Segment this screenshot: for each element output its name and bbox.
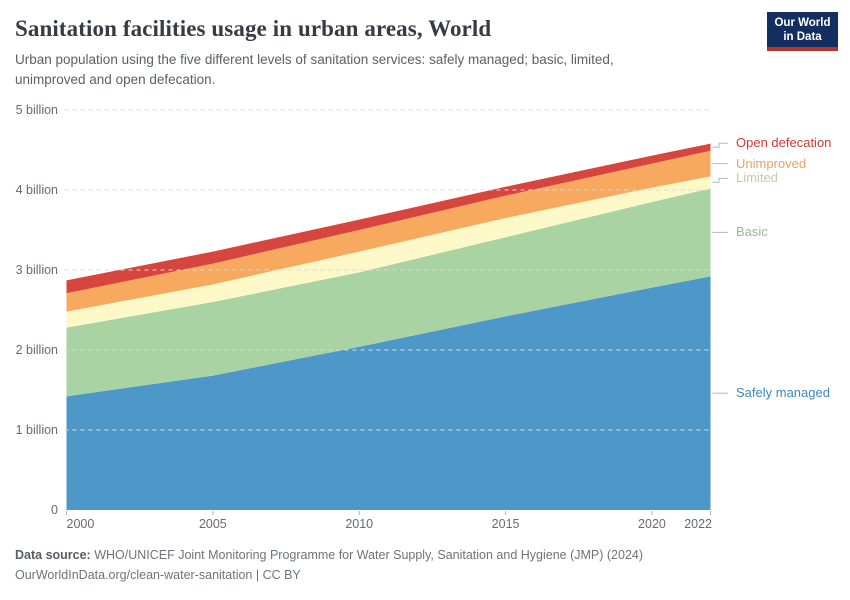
legend-connector-limited <box>712 177 728 183</box>
owid-logo-line2: in Data <box>783 31 822 43</box>
legend-label-basic[interactable]: Basic <box>736 224 768 240</box>
y-axis-label-5-billion: 5 billion <box>15 103 58 117</box>
y-axis-label-1-billion: 1 billion <box>15 423 58 437</box>
footer-source-text: WHO/UNICEF Joint Monitoring Programme fo… <box>90 548 644 562</box>
x-axis-label-2005: 2005 <box>198 517 227 531</box>
footer-link: OurWorldInData.org/clean-water-sanitatio… <box>15 568 301 582</box>
footer-source-label: Data source: <box>15 548 91 562</box>
y-axis-label-2-billion: 2 billion <box>15 343 58 357</box>
chart-subtitle-line1: Urban population using the five differen… <box>15 52 614 67</box>
footer-source: Data source: WHO/UNICEF Joint Monitoring… <box>15 547 835 564</box>
legend-label-unimproved[interactable]: Unimproved <box>736 155 807 171</box>
area-unimproved[interactable] <box>66 150 711 312</box>
y-axis-label-3-billion: 3 billion <box>15 263 58 277</box>
area-safely-managed[interactable] <box>66 276 711 510</box>
chart-title: Sanitation facilities usage in urban are… <box>15 16 492 41</box>
x-axis-label-2010: 2010 <box>345 517 374 531</box>
legend-label-open-defecation[interactable]: Open defecation <box>736 135 832 151</box>
x-axis-label-2020: 2020 <box>638 517 666 531</box>
legend-connector-open-defecation <box>712 142 728 148</box>
x-axis-label-2015: 2015 <box>491 517 520 531</box>
owid-logo-line1: Our World <box>774 17 831 29</box>
x-axis-label-2022: 2022 <box>684 517 712 531</box>
area-limited[interactable] <box>66 176 711 328</box>
legend-label-limited[interactable]: Limited <box>736 170 778 186</box>
chart-subtitle-line2: unimproved and open defecation. <box>15 72 216 87</box>
owid-logo: Our World in Data <box>767 12 838 51</box>
area-basic[interactable] <box>66 188 711 397</box>
legend-label-safely-managed[interactable]: Safely managed <box>736 385 830 401</box>
y-axis-label-4-billion: 4 billion <box>15 183 58 197</box>
chart-subtitle: Urban population using the five differen… <box>15 50 715 90</box>
area-open-defecation[interactable] <box>66 143 711 294</box>
y-axis-label-0: 0 <box>51 503 58 517</box>
x-axis-label-2000: 2000 <box>66 517 95 531</box>
